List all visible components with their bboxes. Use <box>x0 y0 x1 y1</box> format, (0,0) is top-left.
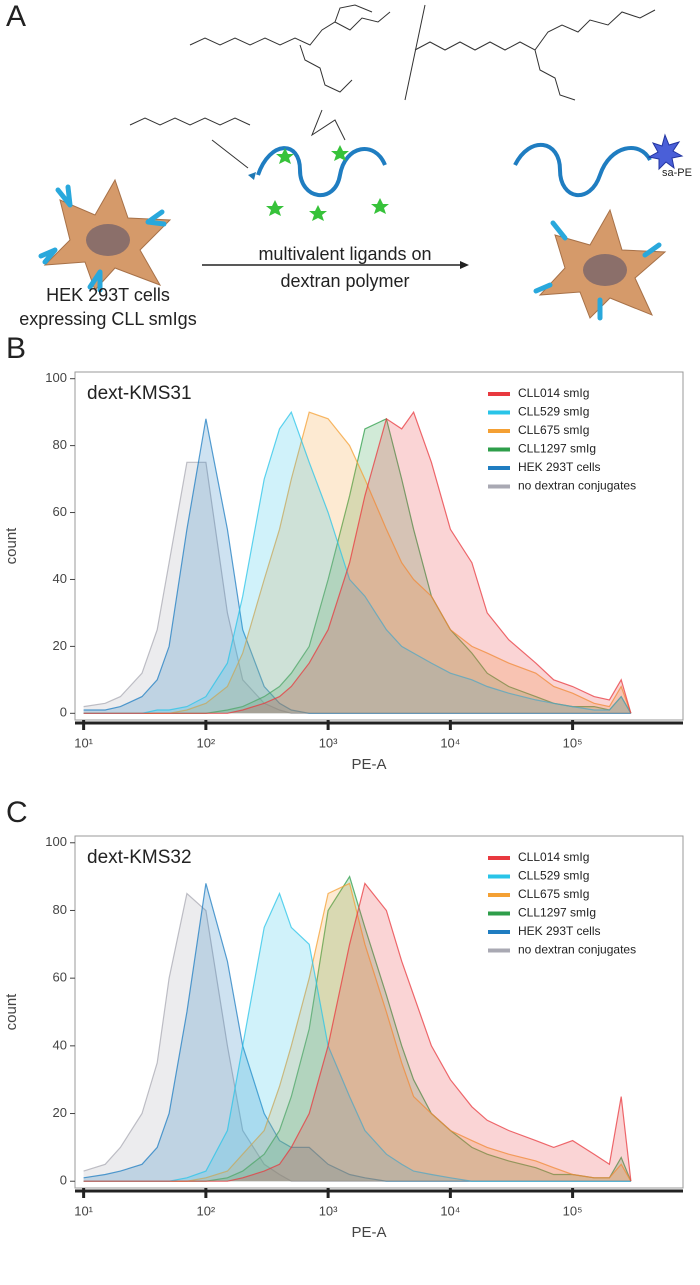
y-tick-label: 100 <box>45 834 67 849</box>
sa-pe <box>647 133 684 171</box>
y-tick-label: 60 <box>53 504 67 519</box>
panel-label: A <box>6 0 26 33</box>
series-line <box>83 410 632 714</box>
plot-frame <box>74 835 684 1189</box>
chemical-structures <box>129 4 656 169</box>
y-tick-label: 40 <box>53 571 67 586</box>
series-area <box>83 893 631 1182</box>
cell-left <box>38 178 172 293</box>
series-area <box>83 418 631 714</box>
biotin-marker <box>248 172 256 180</box>
y-axis-title: count <box>3 527 20 565</box>
y-tick-label: 80 <box>53 902 67 917</box>
panel-label: B <box>6 332 26 365</box>
polymer-left <box>256 145 389 221</box>
x-tick-label: 10⁴ <box>440 735 460 750</box>
arrow-label: multivalent ligands on <box>258 244 431 264</box>
x-tick-label: 10¹ <box>74 735 93 750</box>
series-area <box>83 883 631 1182</box>
cells-label: HEK 293T cells <box>46 285 170 305</box>
series-area <box>83 883 631 1182</box>
series-area <box>83 883 631 1182</box>
x-tick-label: 10² <box>196 1203 215 1218</box>
legend-label: HEK 293T cells <box>518 924 600 938</box>
series-area <box>83 462 631 714</box>
series-area <box>83 418 631 714</box>
arrow-label: dextran polymer <box>280 271 409 291</box>
legend-label: CLL014 smIg <box>518 386 589 400</box>
y-axis-title: count <box>3 993 20 1031</box>
series-area <box>83 412 631 714</box>
y-tick-label: 60 <box>53 970 67 985</box>
chart-title: dext-KMS32 <box>87 847 192 868</box>
legend-label: CLL529 smIg <box>518 869 589 883</box>
legend-label: CLL1297 smIg <box>518 906 596 920</box>
series-line <box>83 418 631 714</box>
x-tick-label: 10⁵ <box>563 1203 583 1218</box>
y-tick-label: 100 <box>45 370 67 385</box>
x-axis-title: PE-A <box>351 1224 386 1241</box>
x-tick-label: 10³ <box>319 1203 338 1218</box>
x-tick-label: 10² <box>196 735 215 750</box>
arrow-head <box>460 261 469 269</box>
x-tick-label: 10¹ <box>74 1203 93 1218</box>
legend-label: HEK 293T cells <box>518 460 600 474</box>
legend-label: CLL1297 smIg <box>518 442 596 456</box>
cell-right <box>513 143 667 321</box>
series-line <box>83 410 632 714</box>
series-area <box>83 412 631 714</box>
y-tick-label: 80 <box>53 437 67 452</box>
x-tick-label: 10³ <box>319 735 338 750</box>
legend-label: no dextran conjugates <box>518 943 636 957</box>
y-tick-label: 0 <box>60 705 67 720</box>
x-tick-label: 10⁴ <box>440 1203 460 1218</box>
series-area <box>83 893 631 1182</box>
y-tick-label: 40 <box>53 1037 67 1052</box>
series-area <box>83 876 631 1182</box>
y-tick-label: 20 <box>53 638 67 653</box>
series-line <box>83 882 632 1182</box>
series-area <box>83 412 631 714</box>
legend-label: CLL675 smIg <box>518 887 589 901</box>
chart-title: dext-KMS31 <box>87 383 192 404</box>
y-tick-label: 20 <box>53 1105 67 1120</box>
panel-label: C <box>6 796 28 829</box>
legend-label: CLL675 smIg <box>518 423 589 437</box>
legend-label: no dextran conjugates <box>518 479 636 493</box>
legend-label: CLL529 smIg <box>518 405 589 419</box>
legend-label: CLL014 smIg <box>518 850 589 864</box>
x-tick-label: 10⁵ <box>563 735 583 750</box>
x-axis-title: PE-A <box>351 756 386 773</box>
plot-frame <box>74 371 684 721</box>
y-tick-label: 0 <box>60 1173 67 1188</box>
cells-label: expressing CLL smIgs <box>19 309 196 329</box>
probe-label: sa-PE <box>662 167 692 179</box>
